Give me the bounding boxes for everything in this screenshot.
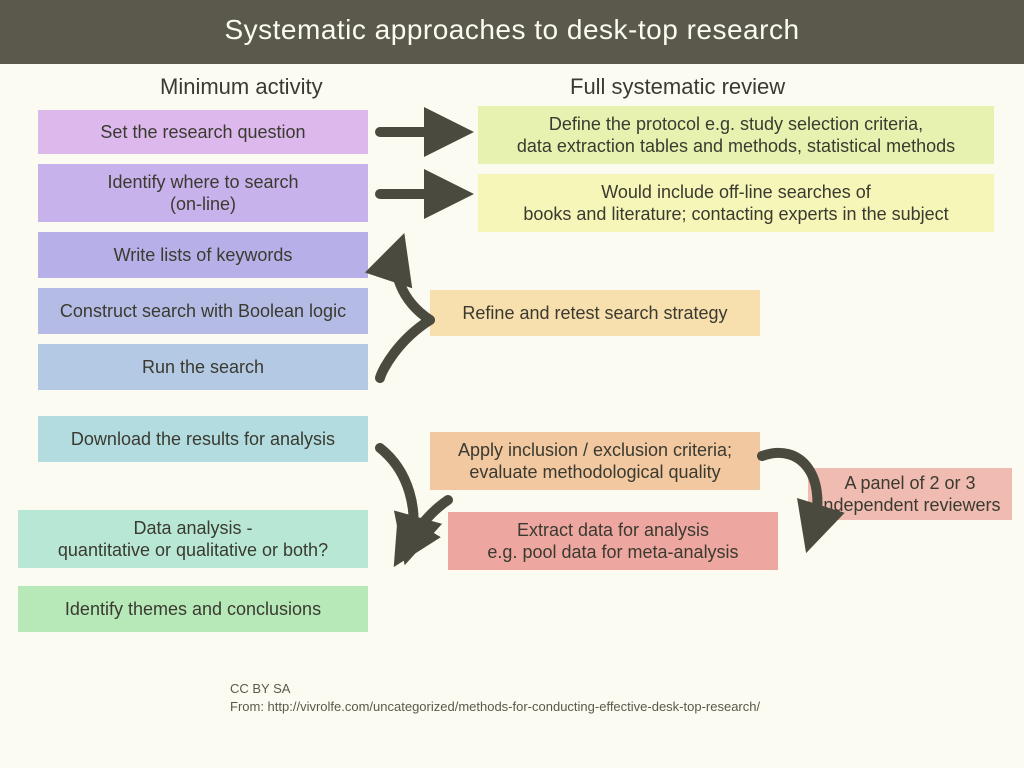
step-r5: Extract data for analysise.g. pool data … [448,512,778,570]
credit-license: CC BY SA [230,680,760,698]
step-r2: Would include off-line searches ofbooks … [478,174,994,232]
step-b3: Write lists of keywords [38,232,368,278]
left-column-heading: Minimum activity [160,74,323,100]
step-b8: Identify themes and conclusions [18,586,368,632]
step-b4: Construct search with Boolean logic [38,288,368,334]
step-r4: Apply inclusion / exclusion criteria;eva… [430,432,760,490]
step-r6: A panel of 2 or 3independent reviewers [808,468,1012,520]
step-b6: Download the results for analysis [38,416,368,462]
credit-block: CC BY SA From: http://vivrolfe.com/uncat… [230,680,760,716]
step-r3: Refine and retest search strategy [430,290,760,336]
step-b2: Identify where to search(on-line) [38,164,368,222]
right-column-heading: Full systematic review [570,74,785,100]
step-b5: Run the search [38,344,368,390]
step-b7: Data analysis -quantitative or qualitati… [18,510,368,568]
credit-source: From: http://vivrolfe.com/uncategorized/… [230,698,760,716]
step-b1: Set the research question [38,110,368,154]
step-r1: Define the protocol e.g. study selection… [478,106,994,164]
page-title: Systematic approaches to desk-top resear… [0,0,1024,64]
